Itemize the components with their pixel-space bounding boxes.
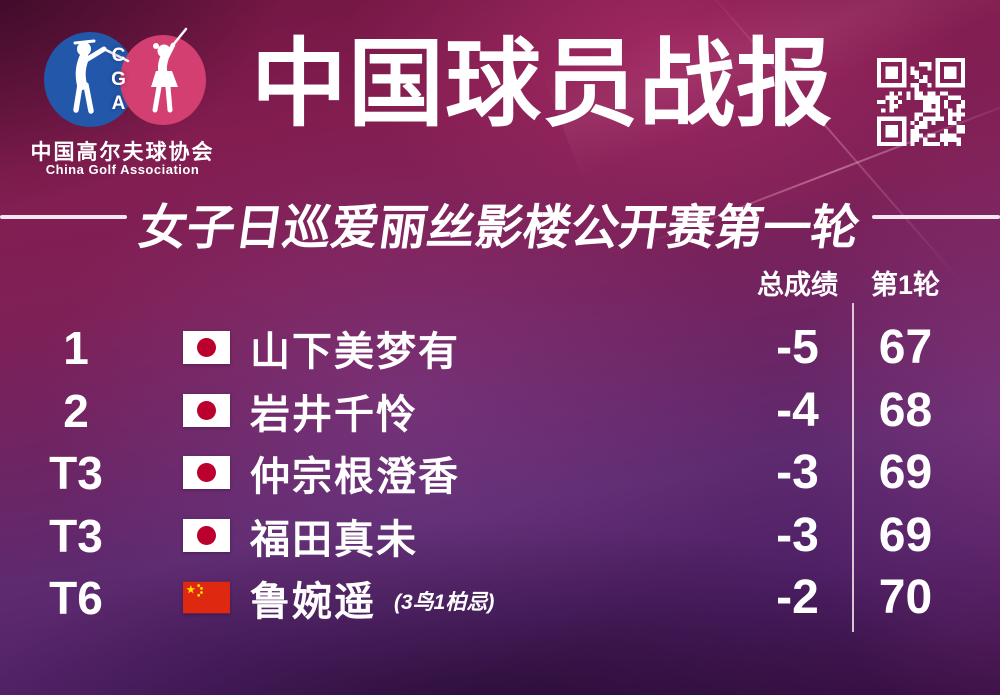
japan-flag-icon bbox=[183, 331, 230, 364]
table-row: T6 鲁婉遥 (3鸟1柏忌) -2 70 bbox=[0, 566, 1000, 630]
total-score: -4 bbox=[776, 384, 819, 437]
japan-flag-icon bbox=[183, 456, 230, 489]
table-row: 1 山下美梦有 -5 67 bbox=[0, 316, 1000, 380]
female-golfer-icon bbox=[151, 27, 188, 113]
player-name: 山下美梦有 bbox=[250, 330, 460, 374]
table-row: 2 岩井千怜 -4 68 bbox=[0, 379, 1000, 443]
column-divider bbox=[852, 303, 854, 632]
total-score: -2 bbox=[776, 571, 819, 624]
player-name: 仲宗根澄香 bbox=[250, 455, 460, 499]
round-score: 69 bbox=[878, 509, 933, 562]
player-name: 岩井千怜 bbox=[250, 393, 418, 437]
total-score: -3 bbox=[776, 509, 819, 562]
round-score: 67 bbox=[878, 321, 933, 374]
china-flag-icon bbox=[183, 581, 230, 614]
column-header-total: 总成绩 bbox=[757, 270, 838, 300]
rank-label: 2 bbox=[63, 385, 89, 437]
rank-label: T3 bbox=[49, 447, 103, 499]
total-score: -3 bbox=[776, 446, 819, 499]
japan-flag-icon bbox=[183, 519, 230, 552]
japan-flag-icon bbox=[183, 394, 230, 427]
column-header-round1: 第1轮 bbox=[870, 270, 941, 300]
table-row: T3 仲宗根澄香 -3 69 bbox=[0, 441, 1000, 505]
player-name: 鲁婉遥 bbox=[250, 580, 376, 624]
total-score: -5 bbox=[776, 321, 819, 374]
org-name-en: China Golf Association bbox=[45, 162, 200, 177]
qr-code-icon bbox=[877, 58, 965, 146]
round-score: 69 bbox=[878, 446, 933, 499]
rank-label: T6 bbox=[49, 572, 103, 624]
subtitle-line-left bbox=[0, 215, 127, 219]
rank-label: T3 bbox=[49, 510, 103, 562]
round-score: 70 bbox=[878, 571, 933, 624]
player-note: (3鸟1柏忌) bbox=[394, 591, 495, 614]
org-name-cn: 中国高尔夫球协会 bbox=[30, 141, 215, 164]
cga-letters: CGA bbox=[108, 45, 129, 117]
player-name: 福田真未 bbox=[250, 518, 418, 562]
table-row: T3 福田真未 -3 69 bbox=[0, 504, 1000, 568]
male-golfer-icon bbox=[73, 39, 130, 114]
page-title: 中国球员战报 bbox=[251, 31, 833, 138]
rank-label: 1 bbox=[63, 322, 89, 374]
round-score: 68 bbox=[878, 384, 933, 437]
subtitle-line-right bbox=[872, 215, 1000, 219]
cga-logo: CGA 中国高尔夫球协会 China Golf Association bbox=[0, 0, 245, 190]
event-subtitle: 女子日巡爱丽丝影楼公开赛第一轮 bbox=[135, 202, 863, 255]
